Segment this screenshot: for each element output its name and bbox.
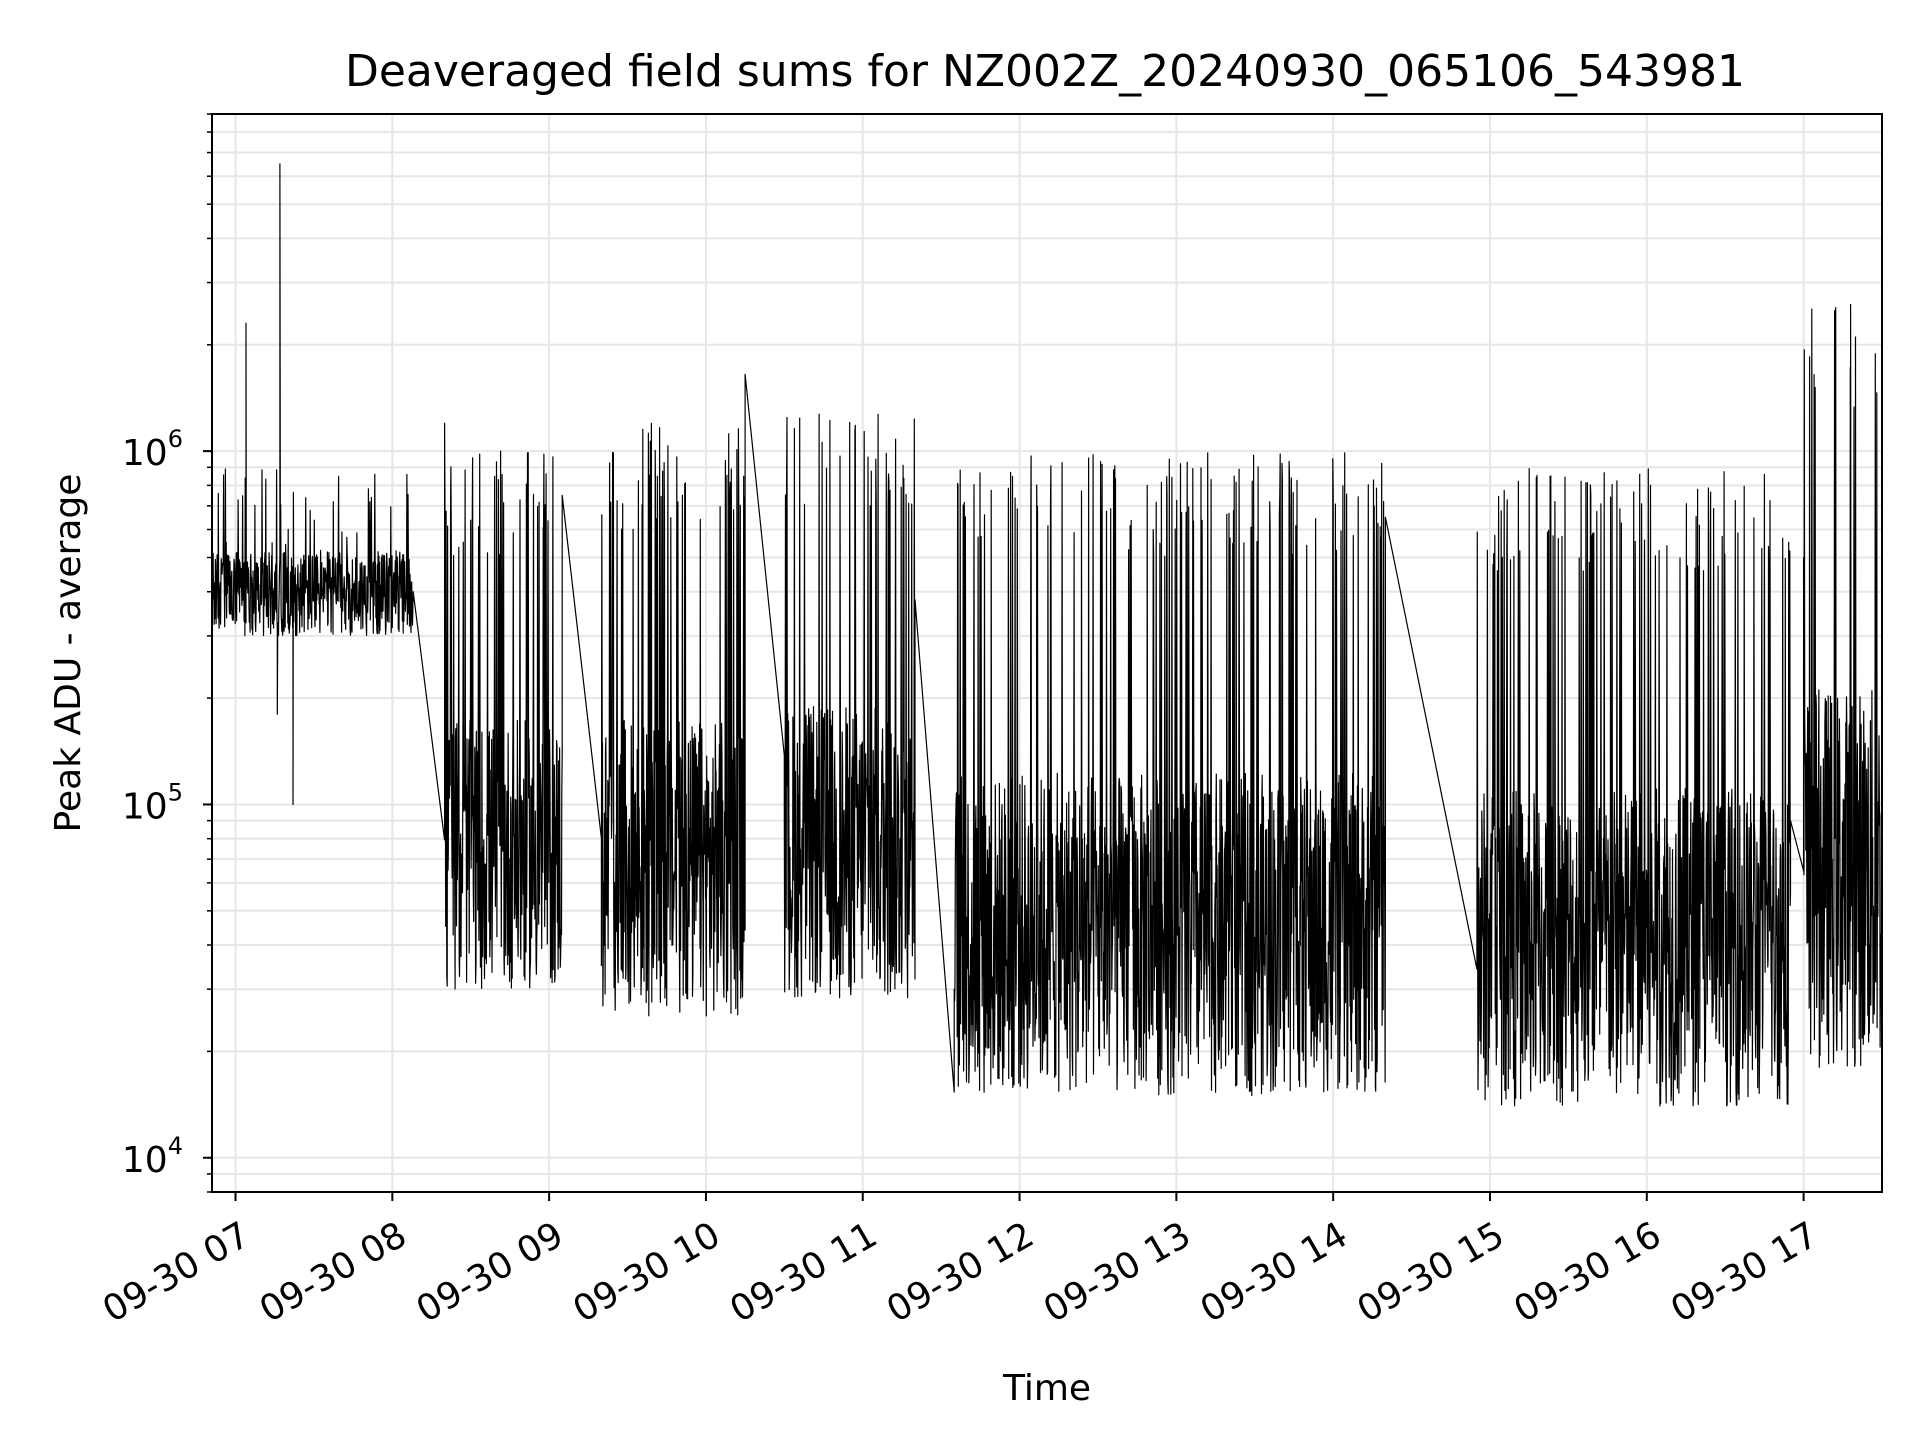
y-axis-label: Peak ADU - average — [48, 474, 89, 833]
chart-title: Deaveraged field sums for NZ002Z_2024093… — [345, 46, 1745, 97]
data-series — [211, 163, 1883, 1107]
plot-frame — [211, 113, 1883, 1193]
y-tick-label: 104 — [122, 1132, 183, 1181]
plot-area — [211, 113, 1883, 1193]
x-axis-label: Time — [1002, 1368, 1091, 1409]
series-line — [211, 163, 1883, 1107]
y-axis: 104 105 106 — [122, 113, 212, 1193]
y-tick-label: 106 — [122, 425, 183, 474]
y-tick-label: 105 — [122, 778, 183, 827]
